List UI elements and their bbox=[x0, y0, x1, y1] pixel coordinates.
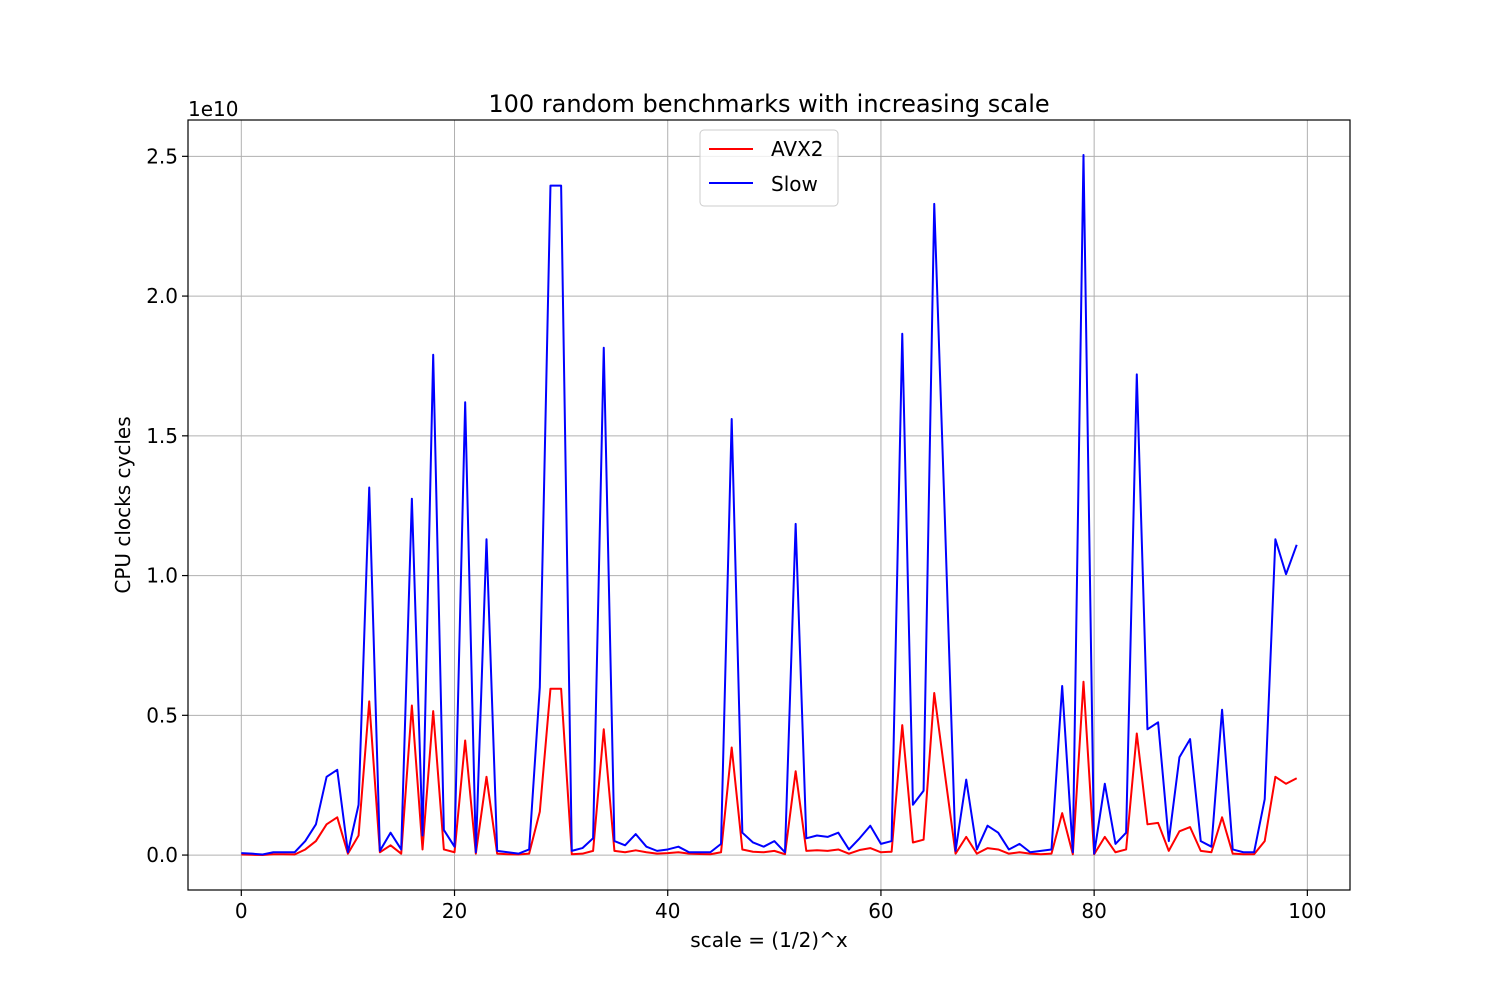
y-axis-label: CPU clocks cycles bbox=[111, 416, 135, 593]
x-tick-label: 100 bbox=[1288, 899, 1326, 923]
legend: AVX2 Slow bbox=[699, 129, 839, 207]
series-layer bbox=[241, 153, 1298, 857]
y-tick-label: 1.5 bbox=[146, 424, 178, 448]
x-tick-label: 80 bbox=[1081, 899, 1106, 923]
plot-frame bbox=[187, 119, 1351, 891]
tick-layer: 0 20 40 60 80 100 0.0 0.5 1.0 1.5 2.0 2.5 bbox=[146, 144, 1326, 923]
series-line-slow bbox=[241, 153, 1298, 856]
series-line-avx2 bbox=[241, 680, 1298, 857]
chart-title: 100 random benchmarks with increasing sc… bbox=[488, 90, 1049, 118]
legend-label-slow: Slow bbox=[771, 172, 818, 196]
y-tick-label: 2.0 bbox=[146, 284, 178, 308]
grid-layer bbox=[188, 120, 1350, 890]
y-tick-label: 2.5 bbox=[146, 144, 178, 168]
y-tick-label: 0.0 bbox=[146, 843, 178, 867]
x-tick-label: 40 bbox=[655, 899, 680, 923]
x-tick-label: 60 bbox=[868, 899, 893, 923]
x-tick-label: 0 bbox=[235, 899, 248, 923]
x-tick-label: 20 bbox=[442, 899, 467, 923]
legend-label-avx2: AVX2 bbox=[771, 137, 824, 161]
y-tick-label: 1.0 bbox=[146, 564, 178, 588]
y-tick-label: 0.5 bbox=[146, 703, 178, 727]
x-axis-label: scale = (1/2)^x bbox=[690, 928, 848, 952]
y-multiplier-label: 1e10 bbox=[188, 97, 238, 121]
